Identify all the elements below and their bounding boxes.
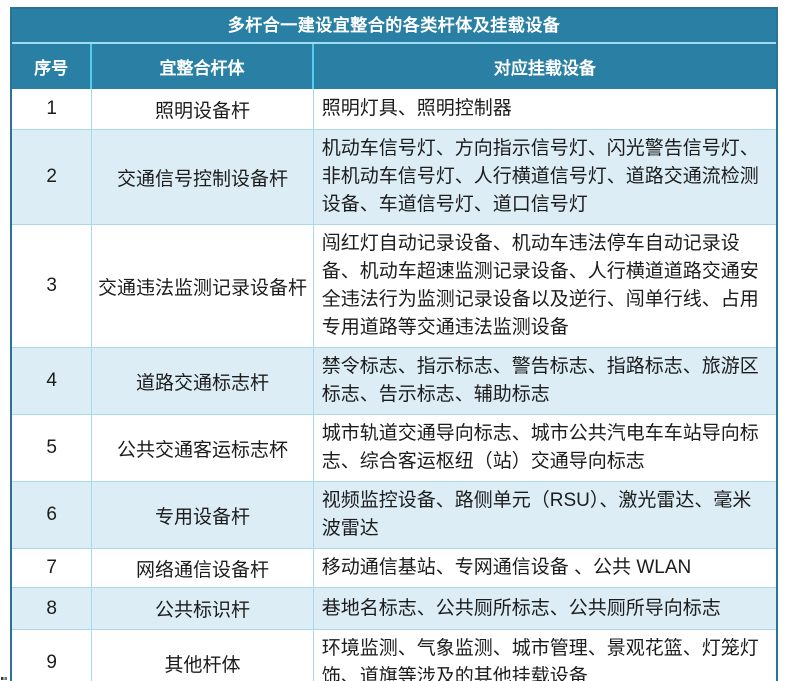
header-cell-pole-type: 宜整合杆体 bbox=[92, 44, 314, 89]
table-body: 1 照明设备杆 照明灯具、照明控制器 2 交通信号控制设备杆 机动车信号灯、方向指示信号灯… bbox=[12, 89, 776, 681]
table-row: 5 公共交通客运标志杯 城市轨道交通导向标志、城市公共汽电车车站导向标志、综合客运枢… bbox=[12, 414, 776, 481]
table-row: 3 交通违法监测记录设备杆 闯红灯自动记录设备、机动车违法停车自动记录设备、机动车超… bbox=[12, 224, 776, 347]
cell-mounted-devices: 照明灯具、照明控制器 bbox=[321, 98, 512, 119]
cell-index: 6 bbox=[12, 482, 93, 548]
cell-mounted-devices: 移动通信基站、专网通信设备 、公共 WLAN bbox=[321, 557, 692, 578]
header-cell-mounted-devices: 对应挂载设备 bbox=[493, 59, 596, 78]
cell-pole-type: 其他杆体 bbox=[92, 630, 314, 681]
table-row: 4 道路交通标志杆 禁令标志、指示标志、警告标志、指路标志、旅游区标志、告示标志、辅… bbox=[12, 347, 776, 414]
cell-index: 9 bbox=[12, 630, 93, 681]
cell-pole-type: 公共交通客运标志杯 bbox=[92, 415, 314, 481]
table-row: 1 照明设备杆 照明灯具、照明控制器 bbox=[12, 89, 776, 129]
cell-pole-type: 交通信号控制设备杆 bbox=[92, 130, 314, 224]
cell-index: 7 bbox=[12, 549, 93, 587]
corner-artifact-pixel bbox=[5, 677, 7, 680]
corner-artifact-pixel bbox=[1, 677, 3, 680]
table-header-row: 序号 宜整合杆体 对应挂载设备 bbox=[12, 44, 776, 89]
cell-pole-type: 公共标识杆 bbox=[92, 588, 314, 629]
table-row: 9 其他杆体 环境监测、气象监测、城市管理、景观花篮、灯笼灯饰、道旗等涉及的其他挂载… bbox=[12, 629, 776, 681]
cell-pole-type: 专用设备杆 bbox=[92, 482, 314, 548]
cell-pole-type: 交通违法监测记录设备杆 bbox=[92, 225, 314, 347]
cell-pole-type: 网络通信设备杆 bbox=[92, 549, 314, 587]
table-row: 2 交通信号控制设备杆 机动车信号灯、方向指示信号灯、闪光警告信号灯、非机动车信号灯… bbox=[12, 129, 776, 224]
pole-integration-table: 多杆合一建设宜整合的各类杆体及挂载设备 序号 宜整合杆体 对应挂载设备 1 照明设… bbox=[10, 7, 778, 681]
header-cell-index: 序号 bbox=[12, 44, 93, 89]
table-row: 7 网络通信设备杆 移动通信基站、专网通信设备 、公共 WLAN bbox=[12, 548, 776, 587]
corner-artifact-pixel bbox=[3, 677, 5, 680]
cell-mounted-devices: 城市轨道交通导向标志、城市公共汽电车车站导向标志、综合客运枢纽（站）交通导向标志 bbox=[321, 423, 759, 472]
cell-index: 8 bbox=[12, 588, 93, 629]
cell-mounted-devices: 巷地名标志、公共厕所标志、公共厕所导向标志 bbox=[321, 597, 721, 619]
cell-index: 5 bbox=[12, 415, 93, 481]
cell-mounted-devices: 禁令标志、指示标志、警告标志、指路标志、旅游区标志、告示标志、辅助标志 bbox=[321, 356, 759, 405]
cell-pole-type: 道路交通标志杆 bbox=[92, 348, 314, 414]
cell-mounted-devices: 视频监控设备、路侧单元（RSU）、激光雷达、毫米波雷达 bbox=[321, 490, 752, 539]
cell-mounted-devices: 机动车信号灯、方向指示信号灯、闪光警告信号灯、非机动车信号灯、人行横道信号灯、道… bbox=[321, 138, 759, 215]
cell-pole-type: 照明设备杆 bbox=[92, 89, 314, 129]
cell-index: 3 bbox=[12, 225, 93, 347]
cell-index: 1 bbox=[12, 89, 93, 129]
cell-index: 2 bbox=[12, 130, 93, 224]
table-title: 多杆合一建设宜整合的各类杆体及挂载设备 bbox=[12, 9, 776, 44]
cell-mounted-devices: 环境监测、气象监测、城市管理、景观花篮、灯笼灯饰、道旗等涉及的其他挂载设备 bbox=[321, 638, 759, 681]
cell-mounted-devices: 闯红灯自动记录设备、机动车违法停车自动记录设备、机动车超速监测记录设备、人行横道… bbox=[321, 233, 759, 338]
corner-artifact bbox=[1, 677, 7, 680]
table-row: 8 公共标识杆 巷地名标志、公共厕所标志、公共厕所导向标志 bbox=[12, 587, 776, 629]
cell-index: 4 bbox=[12, 348, 93, 414]
table-row: 6 专用设备杆 视频监控设备、路侧单元（RSU）、激光雷达、毫米波雷达 bbox=[12, 481, 776, 548]
